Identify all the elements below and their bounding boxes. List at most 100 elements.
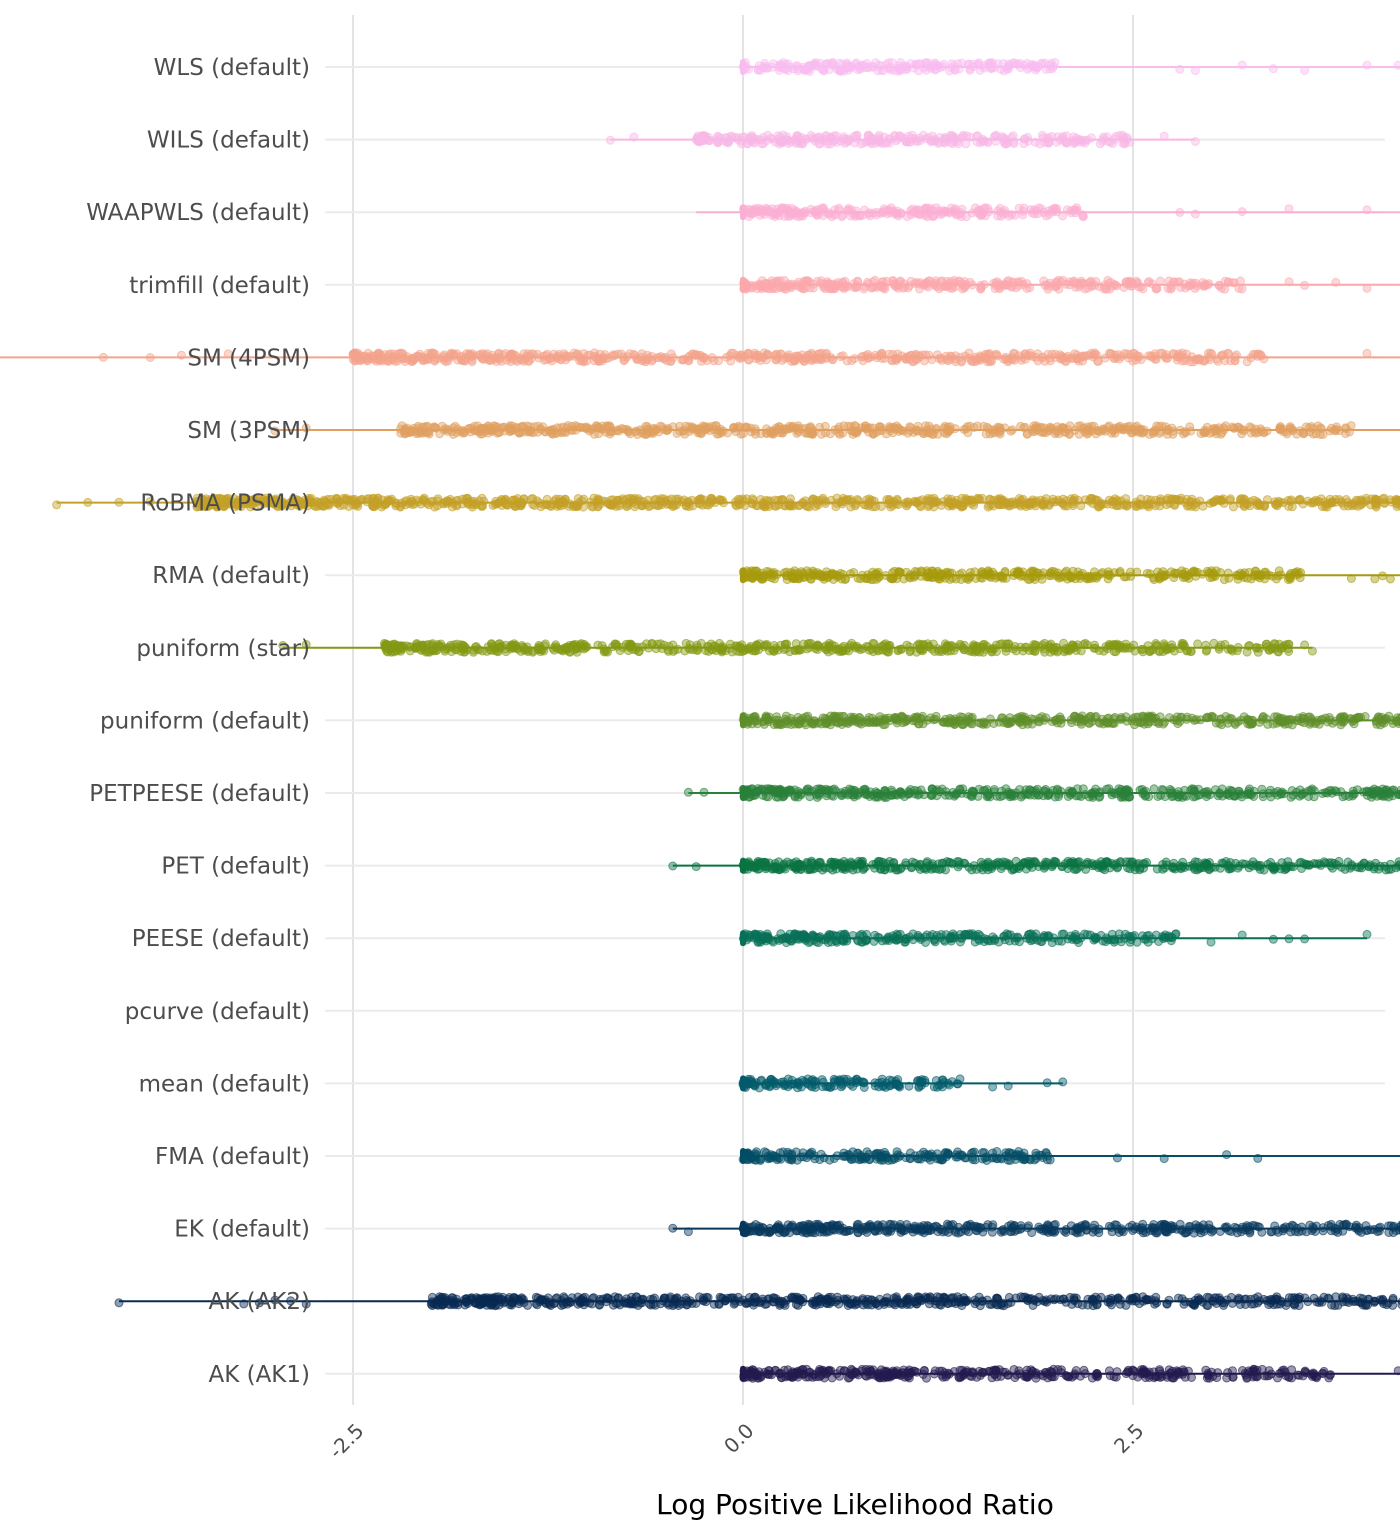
data-point [582, 422, 591, 432]
data-point [929, 62, 939, 71]
data-point [1228, 502, 1238, 512]
data-point [763, 204, 773, 214]
data-point [809, 283, 818, 293]
data-point [309, 501, 319, 511]
data-point [755, 210, 765, 220]
data-point [956, 356, 966, 366]
data-point [923, 502, 933, 512]
data-point [822, 59, 832, 69]
data-point [784, 353, 794, 363]
data-point [610, 640, 620, 650]
data-point [737, 132, 747, 142]
data-point [631, 499, 641, 509]
data-point [889, 422, 898, 432]
data-point [1219, 423, 1229, 433]
data-point [939, 59, 949, 69]
data-point [1047, 349, 1057, 359]
data-point [578, 502, 588, 512]
data-point [528, 494, 538, 503]
data-point [888, 206, 898, 216]
data-point [701, 646, 711, 656]
data-point [844, 135, 854, 145]
data-point [668, 646, 678, 656]
data-point [1047, 424, 1057, 434]
data-point [945, 574, 955, 584]
data-point [477, 423, 487, 433]
data-point [974, 58, 984, 68]
data-point [737, 640, 747, 650]
data-point [1274, 566, 1284, 576]
data-point [704, 422, 713, 432]
data-point [1279, 427, 1289, 437]
data-point [882, 137, 892, 147]
data-point [813, 568, 822, 578]
data-point [855, 645, 865, 655]
data-point [1152, 284, 1162, 294]
data-point [1209, 497, 1219, 507]
data-point [1161, 422, 1171, 432]
data-point [407, 496, 417, 506]
outlier-point [1159, 131, 1169, 141]
outlier-point [1300, 66, 1310, 75]
data-point [989, 132, 999, 142]
data-point [1233, 422, 1243, 432]
data-point [629, 349, 639, 359]
data-point [884, 58, 894, 68]
data-point [1028, 62, 1038, 72]
data-point [732, 501, 742, 511]
data-point [1046, 647, 1055, 657]
data-point [1187, 501, 1197, 511]
data-point [1251, 566, 1261, 576]
data-point [1031, 496, 1041, 506]
data-point [1078, 568, 1088, 578]
data-point [1242, 357, 1252, 367]
data-point [1050, 204, 1060, 214]
data-point [445, 497, 455, 506]
data-point [1246, 428, 1256, 438]
series-group [270, 421, 1400, 439]
data-point [740, 282, 750, 292]
data-point [479, 354, 489, 364]
data-point [387, 640, 396, 650]
outlier-point [605, 135, 615, 145]
data-point [342, 495, 351, 505]
data-point [1220, 639, 1230, 649]
data-point [1105, 284, 1115, 294]
outlier-point [1370, 574, 1380, 584]
data-point [638, 355, 648, 365]
data-point [836, 352, 846, 362]
data-point [1075, 137, 1085, 147]
data-point [1171, 494, 1181, 504]
data-point [1239, 572, 1249, 582]
data-point [856, 574, 866, 584]
data-point [969, 423, 979, 432]
data-point [672, 500, 681, 510]
data-point [540, 639, 550, 649]
data-point [868, 277, 878, 287]
data-point [1000, 423, 1010, 433]
data-point [888, 573, 898, 583]
data-point [548, 643, 558, 653]
data-point [906, 210, 916, 220]
data-point [769, 646, 779, 655]
data-point [1119, 283, 1129, 292]
data-point [1080, 351, 1090, 361]
data-point [449, 349, 459, 359]
data-point [430, 502, 440, 512]
data-point [678, 355, 688, 365]
data-point [1124, 353, 1134, 363]
data-point [545, 501, 555, 511]
data-point [1150, 501, 1160, 511]
data-point [941, 351, 951, 361]
data-point [1177, 356, 1187, 366]
data-point [1371, 502, 1381, 512]
data-point [1036, 204, 1046, 214]
outlier-point [1331, 277, 1341, 287]
data-point [977, 207, 987, 217]
data-point [1316, 424, 1326, 434]
data-point [755, 355, 765, 365]
outlier-point [1237, 207, 1247, 217]
data-point [1186, 646, 1196, 656]
data-point [1063, 574, 1072, 584]
data-point [866, 352, 876, 362]
